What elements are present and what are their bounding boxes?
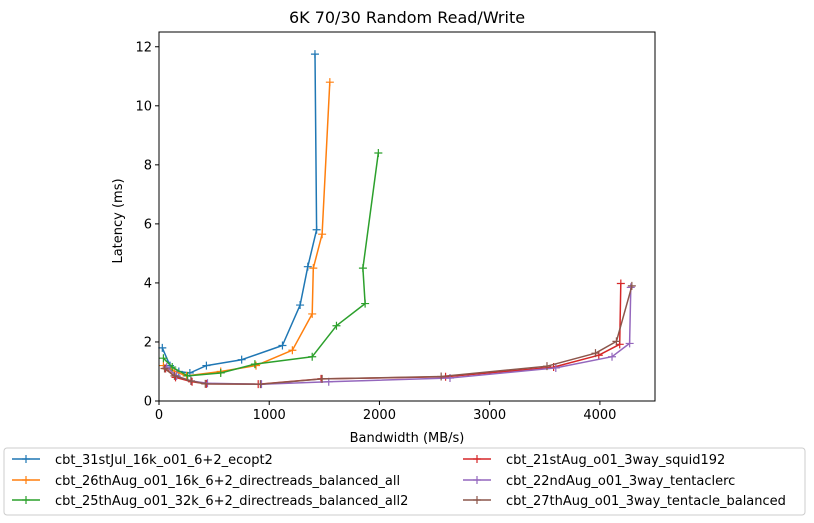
x-tick-label: 2000 [363, 408, 396, 423]
series-6 [160, 281, 636, 389]
data-point [288, 346, 297, 355]
legend-marker [473, 476, 481, 484]
data-point [542, 362, 551, 371]
data-point [237, 355, 246, 364]
data-point [251, 361, 260, 370]
data-point [318, 374, 327, 383]
legend-marker [473, 455, 481, 463]
x-axis-label: Bandwidth (MB/s) [350, 431, 465, 446]
data-point [308, 352, 317, 361]
data-point [160, 364, 169, 373]
data-point [627, 281, 636, 290]
data-point [594, 351, 603, 360]
series-5 [162, 283, 635, 389]
legend-label: cbt_31stJul_16k_o01_6+2_ecopt2 [55, 453, 273, 468]
data-point [612, 337, 621, 346]
data-point [186, 376, 195, 385]
data-point [256, 380, 265, 389]
legend-entry: cbt_21stAug_o01_3way_squid192 [463, 453, 725, 468]
legend-marker [473, 496, 481, 504]
y-tick-label: 2 [144, 335, 152, 350]
x-tick-label: 1000 [253, 408, 286, 423]
y-tick-label: 10 [135, 99, 152, 114]
legend-entry: cbt_26thAug_o01_16k_6+2_directreads_bala… [12, 474, 400, 489]
series-2 [159, 78, 334, 380]
data-point [303, 262, 312, 271]
data-point [158, 343, 167, 352]
plot-frame [158, 31, 656, 402]
data-point [309, 264, 318, 273]
legend-label: cbt_27thAug_o01_3way_tentacle_balanced [506, 494, 786, 509]
data-point [551, 363, 560, 372]
legend-entry: cbt_31stJul_16k_o01_6+2_ecopt2 [12, 453, 273, 468]
y-tick-label: 0 [144, 395, 152, 410]
data-point [170, 371, 179, 380]
data-point [278, 341, 287, 350]
legend-entry: cbt_22ndAug_o01_3way_tentaclerc [463, 474, 735, 489]
legend: cbt_31stJul_16k_o01_6+2_ecopt2 cbt_26thAu… [3, 447, 806, 516]
data-point [296, 301, 305, 310]
data-point [332, 321, 341, 330]
legend-box [3, 447, 806, 516]
data-point [159, 354, 168, 363]
data-point [616, 279, 625, 288]
x-tick-label: 4000 [583, 408, 616, 423]
chart-title: 6K 70/30 Random Read/Write [289, 8, 525, 27]
y-tick-label: 6 [144, 217, 152, 232]
legend-label: cbt_22ndAug_o01_3way_tentaclerc [506, 474, 735, 489]
x-tick-label: 0 [155, 408, 163, 423]
data-point [312, 225, 321, 234]
data-point [308, 309, 317, 318]
data-point [183, 371, 192, 380]
data-point [310, 50, 319, 59]
data-point [437, 372, 446, 381]
legend-entry: cbt_27thAug_o01_3way_tentacle_balanced [463, 494, 786, 509]
legend-marker [22, 455, 30, 463]
data-point [374, 149, 383, 158]
series-line [161, 54, 318, 374]
series-3 [159, 149, 383, 380]
data-point [325, 78, 334, 87]
legend-label: cbt_25thAug_o01_32k_6+2_directreads_bala… [55, 494, 408, 509]
data-point [202, 361, 211, 370]
legend-entry: cbt_25thAug_o01_32k_6+2_directreads_bala… [12, 494, 408, 509]
data-point [608, 352, 617, 361]
data-point [250, 360, 259, 369]
series-line [163, 82, 331, 377]
data-point [318, 230, 327, 239]
legend-label: cbt_26thAug_o01_16k_6+2_directreads_bala… [55, 474, 400, 489]
y-tick-label: 12 [135, 40, 152, 55]
y-tick-label: 4 [144, 276, 152, 291]
y-axis-label: Latency (ms) [111, 178, 126, 263]
legend-marker [22, 496, 30, 504]
series-line [162, 152, 380, 377]
data-point [201, 379, 210, 388]
legend-label: cbt_21stAug_o01_3way_squid192 [506, 453, 725, 468]
series-1 [158, 50, 321, 377]
data-point [625, 339, 634, 348]
plot-area [158, 50, 636, 389]
data-point [591, 349, 600, 358]
data-point [361, 299, 370, 308]
x-tick-label: 3000 [473, 408, 506, 423]
y-tick-label: 8 [144, 158, 152, 173]
legend-marker [22, 476, 30, 484]
data-point [216, 368, 225, 377]
axes: 0 1000 2000 3000 4000 0 2 4 6 8 10 12 [135, 31, 656, 423]
data-point [358, 264, 367, 273]
